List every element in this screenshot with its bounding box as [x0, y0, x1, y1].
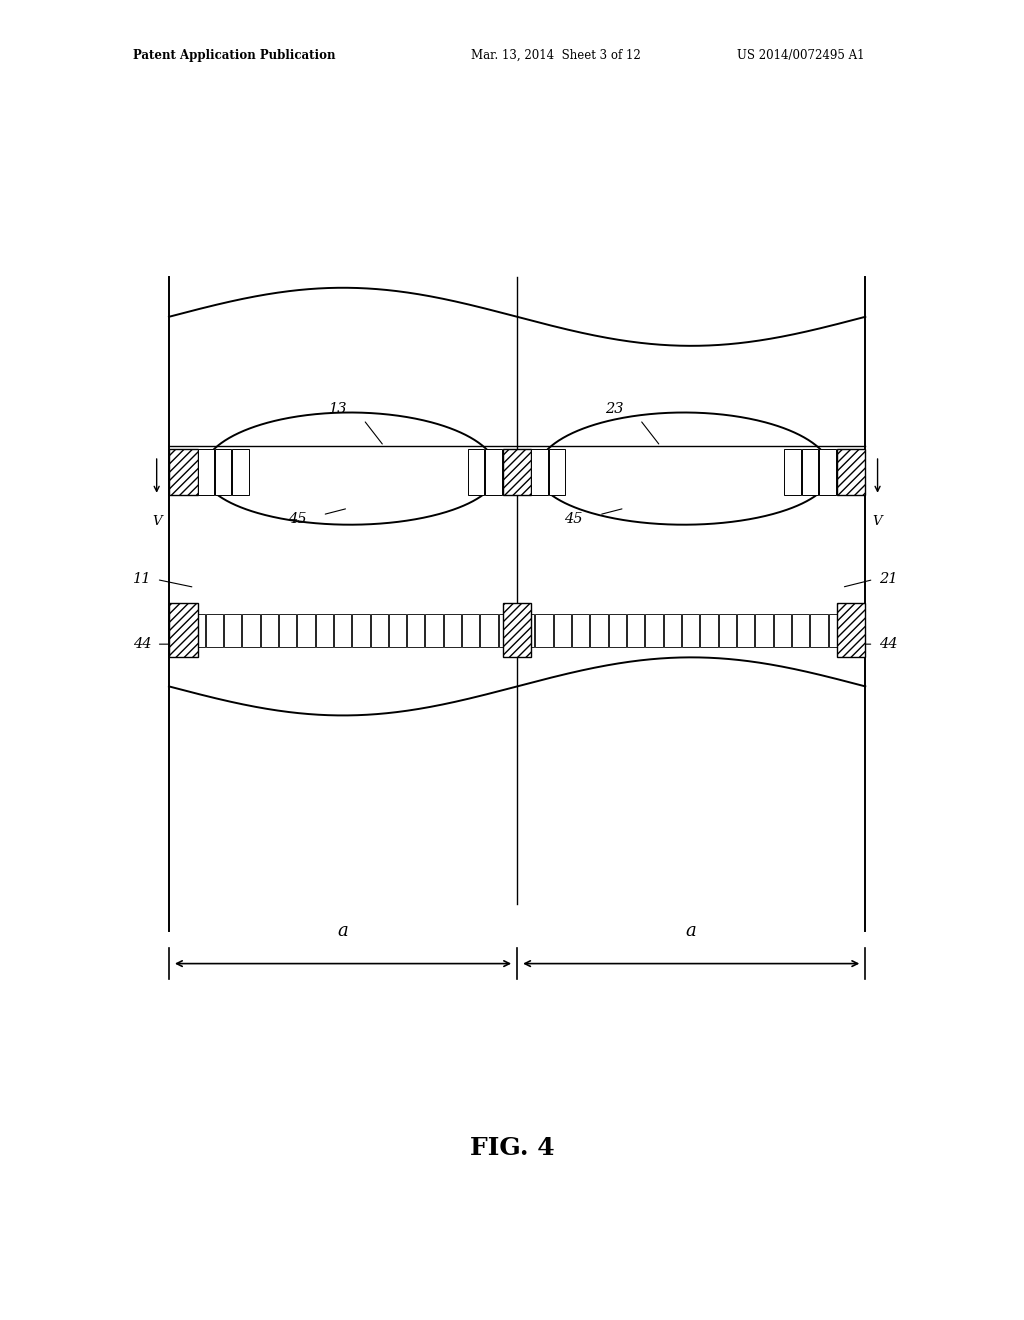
Bar	[206, 614, 223, 647]
Bar	[462, 614, 479, 647]
Bar	[837, 449, 865, 495]
Text: 11: 11	[133, 573, 152, 586]
Bar	[802, 449, 818, 495]
Text: 44: 44	[879, 638, 897, 651]
Bar	[810, 614, 827, 647]
Bar	[297, 614, 314, 647]
Text: 44: 44	[133, 638, 152, 651]
Bar	[847, 614, 864, 647]
Bar	[627, 614, 644, 647]
Bar	[774, 614, 791, 647]
Bar	[682, 614, 699, 647]
Bar	[645, 614, 663, 647]
Bar	[531, 449, 548, 495]
Bar	[784, 449, 801, 495]
Bar	[485, 449, 502, 495]
Bar	[819, 449, 836, 495]
Text: US 2014/0072495 A1: US 2014/0072495 A1	[737, 49, 865, 62]
Bar	[549, 449, 565, 495]
Text: 23: 23	[605, 403, 624, 416]
Bar	[503, 603, 531, 657]
Text: V: V	[872, 515, 883, 528]
Bar	[700, 614, 718, 647]
Bar	[480, 614, 498, 647]
Text: a: a	[686, 921, 696, 940]
Text: V: V	[152, 515, 162, 528]
Bar	[608, 614, 626, 647]
Bar	[664, 614, 681, 647]
Bar	[828, 614, 846, 647]
Text: 13: 13	[329, 403, 347, 416]
Bar	[260, 614, 278, 647]
Bar	[837, 603, 865, 657]
Bar	[215, 449, 231, 495]
Text: Patent Application Publication: Patent Application Publication	[133, 49, 336, 62]
Bar	[554, 614, 571, 647]
Bar	[572, 614, 590, 647]
Bar	[468, 449, 484, 495]
Bar	[198, 449, 214, 495]
Text: 21: 21	[879, 573, 897, 586]
Bar	[443, 614, 461, 647]
Bar	[591, 614, 607, 647]
Bar	[169, 603, 198, 657]
Bar	[279, 614, 296, 647]
Text: a: a	[338, 921, 348, 940]
Bar	[389, 614, 407, 647]
Text: 45: 45	[564, 512, 583, 525]
Bar	[169, 449, 198, 495]
Bar	[224, 614, 242, 647]
Bar	[426, 614, 442, 647]
Bar	[792, 614, 809, 647]
Bar	[719, 614, 736, 647]
Text: FIG. 4: FIG. 4	[470, 1137, 554, 1160]
Text: 45: 45	[288, 512, 306, 525]
Bar	[243, 614, 259, 647]
Text: Mar. 13, 2014  Sheet 3 of 12: Mar. 13, 2014 Sheet 3 of 12	[471, 49, 641, 62]
Bar	[517, 614, 535, 647]
Bar	[408, 614, 425, 647]
Bar	[499, 614, 516, 647]
Bar	[737, 614, 755, 647]
Bar	[232, 449, 249, 495]
Bar	[169, 614, 186, 647]
Bar	[315, 614, 333, 647]
Bar	[371, 614, 388, 647]
Bar	[334, 614, 351, 647]
Bar	[756, 614, 773, 647]
Bar	[536, 614, 553, 647]
Bar	[187, 614, 205, 647]
Bar	[503, 449, 531, 495]
Bar	[352, 614, 370, 647]
